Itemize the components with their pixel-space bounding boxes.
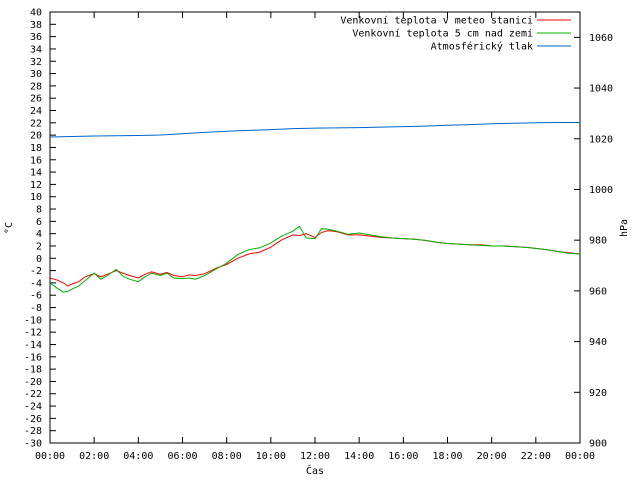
y-tick-label: 22 [30, 118, 42, 129]
y-tick-label: 16 [30, 155, 42, 166]
legend-label: Atmosférický tlak [431, 41, 533, 53]
y-tick-label: -18 [24, 365, 42, 376]
y2-tick-label: 1000 [589, 185, 613, 196]
x-tick-label: 10:00 [256, 451, 286, 462]
x-tick-label: 00:00 [35, 451, 65, 462]
y-tick-label: 8 [36, 205, 42, 216]
y-tick-label: 34 [30, 44, 42, 55]
x-tick-label: 02:00 [79, 451, 109, 462]
series-line-2 [49, 225, 581, 293]
y-tick-label: -26 [24, 414, 42, 425]
y2-tick-label: 1060 [589, 33, 613, 44]
y-tick-label: -28 [24, 426, 42, 437]
x-tick-label: 20:00 [477, 451, 507, 462]
y-tick-label: -24 [24, 402, 42, 413]
y2-tick-label: 920 [589, 388, 607, 399]
x-tick-label: 00:00 [565, 451, 595, 462]
y-tick-label: -4 [30, 278, 42, 289]
x-tick-label: 08:00 [212, 451, 242, 462]
y-tick-label: -10 [24, 315, 42, 326]
y-tick-label: 32 [30, 57, 42, 68]
y-tick-label: 30 [30, 69, 42, 80]
y-tick-label: 26 [30, 94, 42, 105]
y-tick-label: 4 [36, 229, 42, 240]
x-tick-label: 12:00 [300, 451, 330, 462]
y-tick-label: 10 [30, 192, 42, 203]
legend-label: Venkovní teplota 5 cm nad zemí [352, 28, 533, 40]
x-axis-label: Čas [306, 464, 324, 477]
plot-frame [49, 11, 581, 444]
y-tick-label: -16 [24, 352, 42, 363]
y2-tick-label: 960 [589, 286, 607, 297]
y-tick-label: 40 [30, 8, 42, 19]
y-tick-label: 14 [30, 168, 42, 179]
y-tick-label: -2 [30, 266, 42, 277]
y-tick-label: 20 [30, 131, 42, 142]
y-tick-label: -20 [24, 377, 42, 388]
x-tick-label: 18:00 [432, 451, 462, 462]
x-tick-label: 06:00 [167, 451, 197, 462]
y-tick-label: 18 [30, 143, 42, 154]
y-tick-label: -12 [24, 328, 42, 339]
y2-tick-label: 980 [589, 236, 607, 247]
x-tick-label: 14:00 [344, 451, 374, 462]
y-tick-label: -6 [30, 291, 42, 302]
y-tick-label: 38 [30, 20, 42, 31]
y2-tick-label: 900 [589, 439, 607, 450]
series-line-3 [49, 122, 580, 138]
y2-tick-label: 1040 [589, 84, 613, 95]
x-tick-label: 04:00 [123, 451, 153, 462]
y-tick-label: 28 [30, 81, 42, 92]
y-axis-label: °C [4, 222, 15, 234]
y-tick-label: -30 [24, 439, 42, 450]
y-tick-label: 0 [36, 254, 42, 265]
y-tick-label: -8 [30, 303, 42, 314]
y2-axis-label: hPa [619, 219, 630, 237]
y-tick-label: 36 [30, 32, 42, 43]
y-tick-label: -22 [24, 389, 42, 400]
y-tick-label: 12 [30, 180, 42, 191]
y2-tick-label: 1020 [589, 134, 613, 145]
y-tick-label: 24 [30, 106, 42, 117]
y-tick-label: 2 [36, 241, 42, 252]
y-tick-label: 6 [36, 217, 42, 228]
legend-label: Venkovní teplota v meteo stanici [340, 15, 533, 27]
x-tick-label: 16:00 [388, 451, 418, 462]
x-tick-label: 22:00 [521, 451, 551, 462]
y2-tick-label: 940 [589, 337, 607, 348]
y-tick-label: -14 [24, 340, 42, 351]
